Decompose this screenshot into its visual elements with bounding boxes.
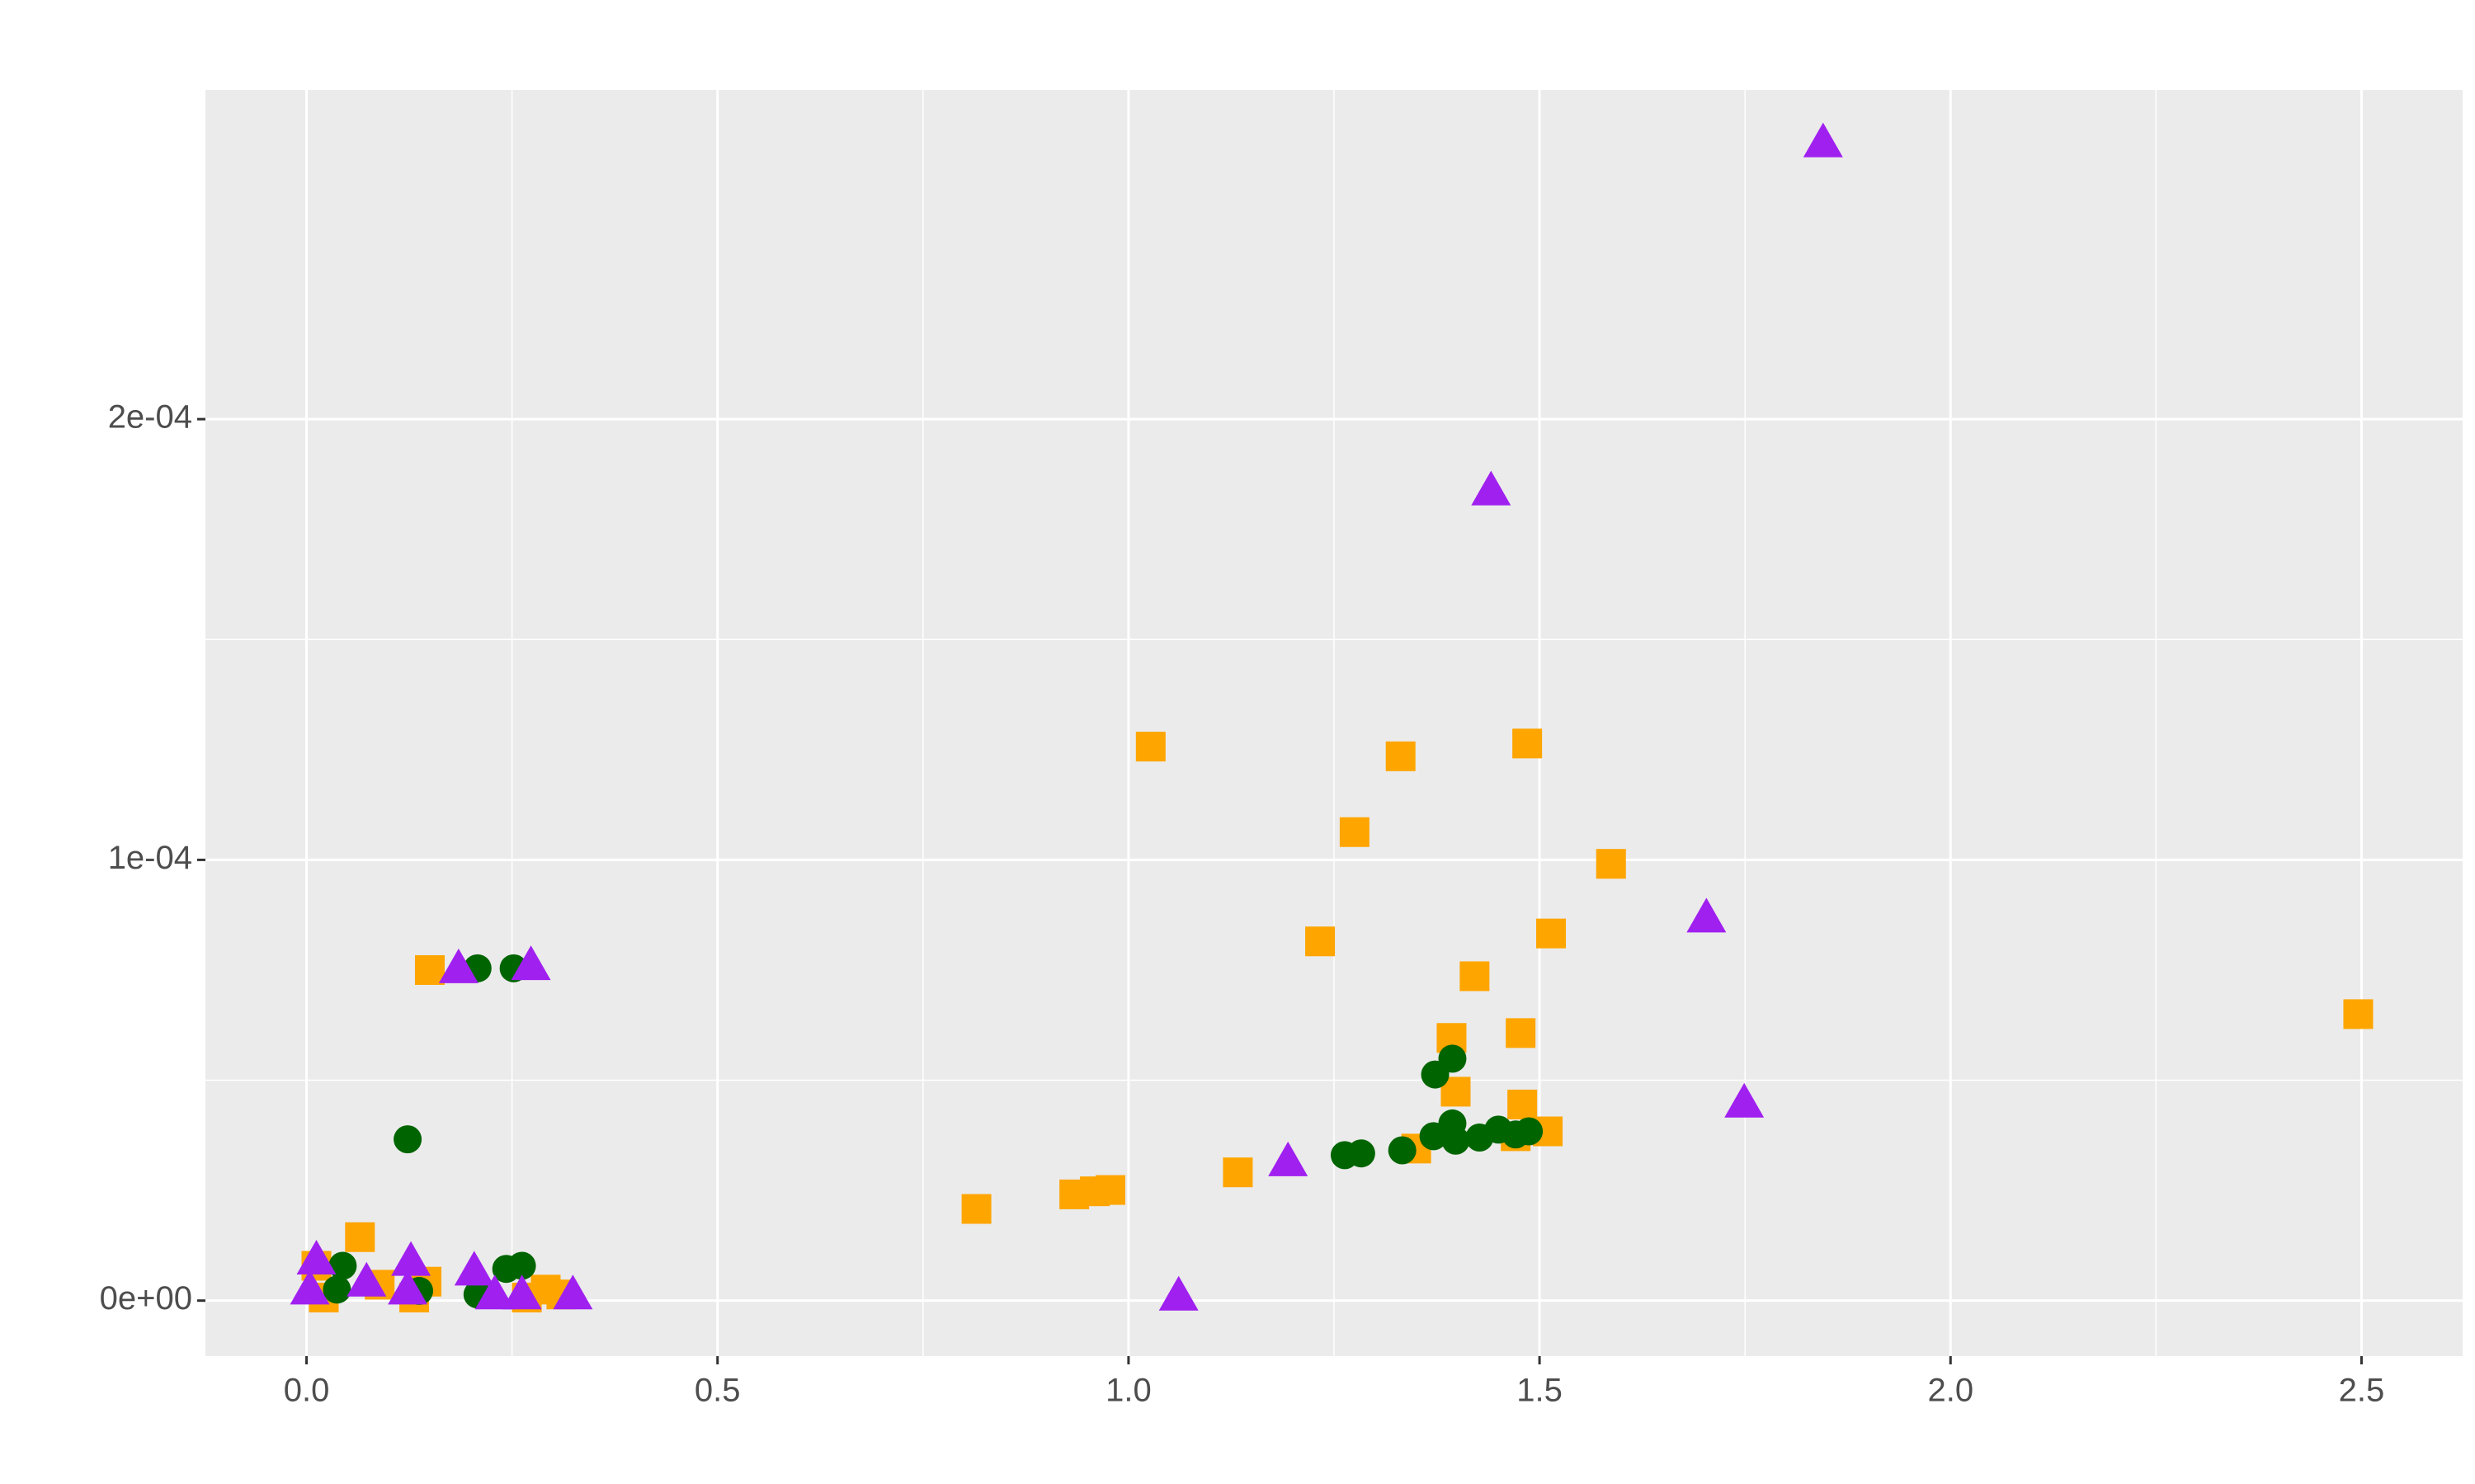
point xyxy=(391,1241,431,1276)
point xyxy=(1596,849,1626,879)
point xyxy=(1268,1141,1308,1176)
point xyxy=(1536,918,1567,949)
point xyxy=(507,1251,536,1280)
x-tick-label: 0.0 xyxy=(284,1373,330,1409)
point xyxy=(553,1274,593,1310)
point xyxy=(1724,1082,1765,1118)
point xyxy=(1803,122,1843,158)
point xyxy=(511,945,551,981)
point xyxy=(961,1194,992,1224)
point xyxy=(1506,1018,1536,1048)
point xyxy=(345,1222,375,1252)
y-tick-label: 2e-04 xyxy=(108,399,192,436)
point xyxy=(346,1261,387,1297)
x-tick-label: 1.0 xyxy=(1106,1373,1152,1409)
point xyxy=(502,1274,542,1310)
y-tick-label: 0e+00 xyxy=(100,1280,192,1317)
point xyxy=(1158,1275,1199,1311)
point xyxy=(328,1251,357,1280)
point xyxy=(1686,897,1727,933)
x-tick-label: 2.5 xyxy=(2339,1373,2385,1409)
point xyxy=(296,1239,337,1274)
point xyxy=(1135,732,1166,762)
point xyxy=(1385,741,1416,771)
point xyxy=(1223,1157,1253,1188)
y-tick-label: 1e-04 xyxy=(108,840,192,876)
point xyxy=(1515,1117,1544,1146)
point xyxy=(1339,817,1370,847)
point xyxy=(1388,1136,1417,1165)
point xyxy=(2343,999,2374,1029)
point xyxy=(1512,728,1543,759)
point xyxy=(415,954,446,985)
point xyxy=(1441,1126,1470,1155)
point xyxy=(290,1270,330,1305)
point xyxy=(1507,1089,1538,1119)
point xyxy=(323,1275,351,1304)
point xyxy=(1305,926,1336,957)
point xyxy=(438,948,478,983)
point xyxy=(1459,961,1490,992)
point xyxy=(1095,1175,1125,1205)
point xyxy=(454,1251,494,1286)
x-tick-label: 1.5 xyxy=(1516,1373,1563,1409)
x-tick-label: 0.5 xyxy=(695,1373,741,1409)
point xyxy=(388,1270,428,1305)
point xyxy=(394,1125,422,1154)
point xyxy=(474,1274,515,1310)
x-tick-label: 2.0 xyxy=(1927,1373,1973,1409)
point xyxy=(1471,470,1511,506)
point xyxy=(1421,1060,1450,1089)
point xyxy=(1346,1139,1375,1168)
